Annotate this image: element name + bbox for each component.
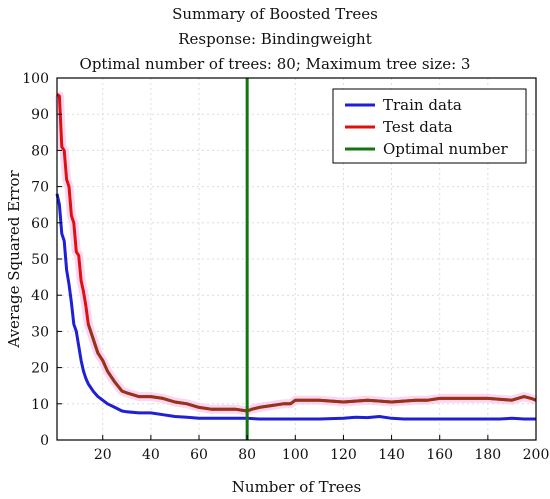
axis-ticks: 20 40 60 80 100 120 140 160 180 200 0 10 20 30 40 50 60 7… [22, 71, 549, 463]
x-tick-label: 160 [426, 447, 453, 463]
chart-subtitle: Response: Bindingweight [178, 30, 372, 48]
legend-label-optimal: Optimal number [383, 140, 508, 158]
x-axis-label: Number of Trees [232, 478, 361, 496]
y-axis-label: Average Squared Error [5, 170, 23, 349]
series-lines [55, 78, 537, 440]
x-tick-label: 120 [330, 447, 357, 463]
legend-label-test: Test data [383, 118, 453, 136]
y-tick-label: 50 [31, 252, 49, 268]
x-tick-label: 140 [378, 447, 405, 463]
x-tick-label: 180 [474, 447, 501, 463]
train-data-line [55, 193, 536, 421]
x-tick-label: 20 [94, 447, 112, 463]
legend: Train data Test data Optimal number [332, 88, 527, 164]
chart-title: Summary of Boosted Trees [172, 5, 378, 23]
x-tick-label: 60 [190, 447, 208, 463]
x-tick-label: 40 [142, 447, 160, 463]
x-tick-label: 100 [282, 447, 309, 463]
y-tick-label: 40 [31, 288, 49, 304]
y-tick-label: 10 [31, 397, 49, 413]
y-tick-label: 70 [31, 180, 49, 196]
y-tick-label: 100 [22, 71, 49, 87]
y-tick-label: 60 [31, 216, 49, 232]
chart-subtitle-optimal: Optimal number of trees: 80; Maximum tre… [79, 55, 471, 73]
x-tick-label: 200 [523, 447, 550, 463]
x-tick-label: 80 [238, 447, 256, 463]
y-tick-label: 80 [31, 143, 49, 159]
y-tick-label: 20 [31, 361, 49, 377]
y-tick-label: 30 [31, 324, 49, 340]
legend-label-train: Train data [383, 96, 462, 114]
y-tick-label: 0 [40, 433, 49, 449]
y-tick-label: 90 [31, 107, 49, 123]
